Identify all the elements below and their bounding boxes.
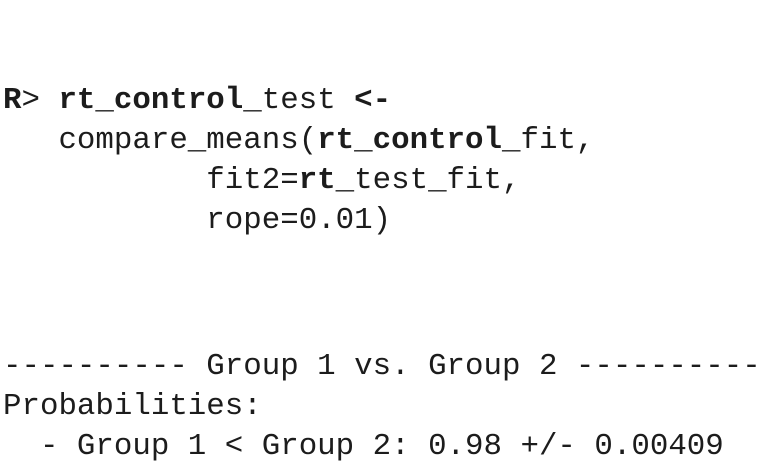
code-segment: _fit, — [502, 123, 595, 158]
code-segment: _test — [243, 83, 355, 118]
code-segment: _test_fit, — [335, 163, 521, 198]
r-code-block: R> rt_control_test <- compare_means(rt_c… — [3, 81, 770, 241]
code-segment: > — [21, 83, 59, 118]
code-segment: rope=0.01) — [3, 203, 392, 238]
r-output-block: ---------- Group 1 vs. Group 2 ---------… — [3, 347, 770, 468]
code-segment-bold: <- — [354, 83, 392, 118]
code-segment-bold: rt_control — [317, 123, 502, 158]
output-line: ---------- Group 1 vs. Group 2 ---------… — [3, 349, 761, 384]
code-line: R> rt_control_test <- — [3, 81, 770, 121]
code-line: compare_means(rt_control_fit, — [3, 121, 770, 161]
code-segment-bold: rt_control — [58, 83, 244, 118]
code-line: fit2=rt_test_fit, — [3, 161, 770, 201]
output-line: Probabilities: — [3, 389, 262, 424]
code-segment-bold: R — [3, 83, 22, 118]
code-segment: compare_means( — [3, 123, 318, 158]
output-line: - Group 1 < Group 2: 0.98 +/- 0.00409 — [3, 429, 724, 464]
code-segment: fit2= — [3, 163, 299, 198]
code-segment-bold: rt — [298, 163, 336, 198]
code-line: rope=0.01) — [3, 201, 770, 241]
